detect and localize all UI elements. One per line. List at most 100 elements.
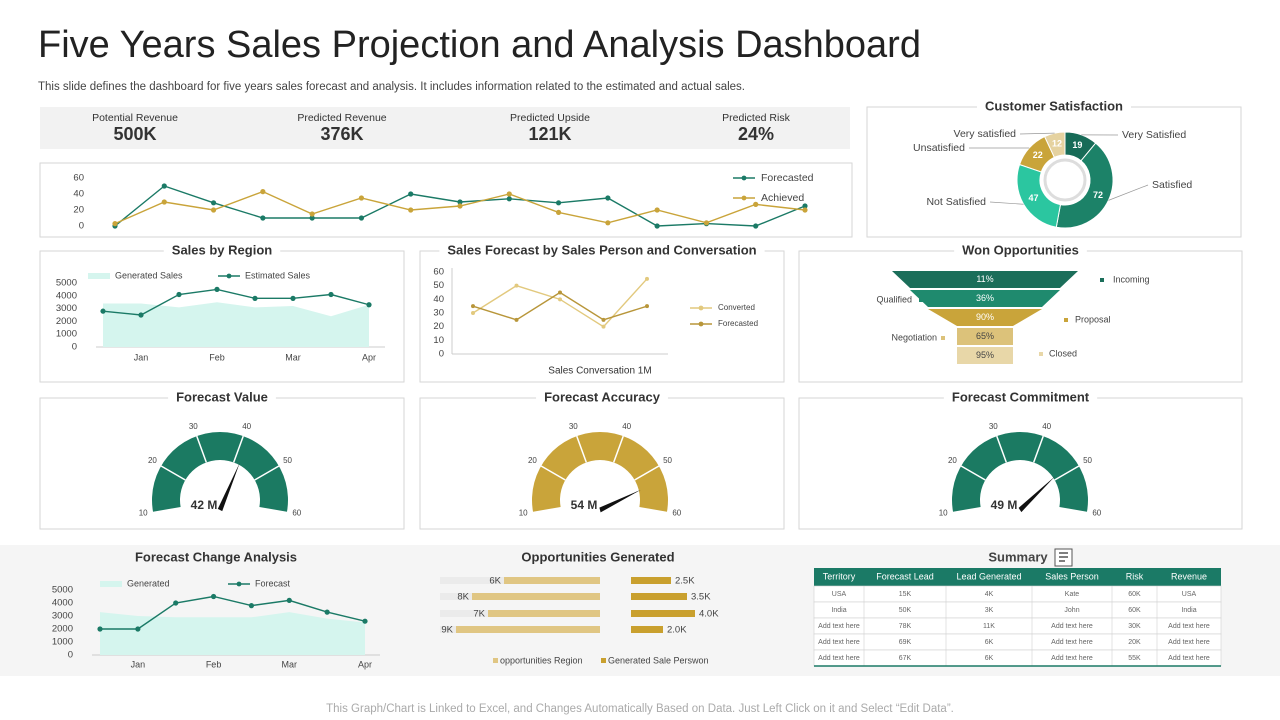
gauge-value: 42 M: [191, 498, 218, 512]
legend-dot: [698, 305, 704, 311]
legend-dot: [741, 195, 747, 201]
gauge-divider: [254, 465, 280, 481]
line: [100, 595, 366, 630]
slice-value: 19: [1072, 140, 1082, 150]
chart-title: Opportunities Generated: [521, 549, 674, 564]
point: [457, 203, 463, 209]
table-cell: Add text here: [1168, 639, 1210, 646]
donut-ring: [1043, 158, 1087, 202]
point: [645, 276, 649, 281]
legend-label: Forecasted: [718, 319, 758, 328]
point: [514, 283, 519, 288]
y-tick-label: 4000: [52, 598, 73, 609]
legend-dot: [741, 175, 747, 181]
x-tick-label: Mar: [282, 659, 298, 669]
point: [210, 200, 217, 206]
legend-dot: [236, 581, 242, 587]
point: [176, 291, 182, 298]
table-header: [814, 568, 1221, 586]
slice-value: 12: [1052, 139, 1062, 149]
y-tick-label: 0: [79, 221, 84, 232]
table-cell: 69K: [899, 639, 912, 646]
gauge-value: 49 M: [991, 498, 1018, 512]
page-title: Five Years Sales Projection and Analysis…: [38, 24, 921, 66]
donut-hole: [1040, 155, 1090, 205]
legend-label: Estimated Sales: [245, 270, 311, 280]
x-axis-label: Sales Conversation 1M: [548, 366, 651, 377]
funnel-label: Negotiation: [891, 332, 937, 342]
gauge-tick-label: 30: [189, 422, 198, 431]
gauge-needle: [217, 462, 240, 512]
gauge-divider: [634, 465, 660, 481]
gauge-divider: [540, 465, 566, 481]
table-cell: India: [1181, 607, 1196, 614]
y-tick-label: 0: [439, 349, 444, 360]
point: [252, 295, 258, 301]
table-cell: 11K: [983, 623, 995, 630]
footer-note: This Graph/Chart is Linked to Excel, and…: [326, 703, 954, 715]
funnel-value: 65%: [976, 331, 994, 341]
table-cell: Kate: [1065, 591, 1080, 598]
funnel-value: 95%: [976, 350, 994, 360]
point: [605, 220, 611, 226]
chart-title: Forecast Accuracy: [544, 389, 661, 404]
point: [210, 207, 217, 213]
slice-value: 72: [1093, 190, 1103, 200]
legend-label: Generated: [127, 578, 170, 588]
y-tick-label: 10: [433, 335, 444, 346]
legend-label: Achieved: [761, 192, 804, 204]
slice-label: Satisfied: [1152, 179, 1192, 191]
point: [161, 183, 167, 189]
y-tick-label: 2000: [56, 316, 77, 327]
gauge-divider: [1054, 465, 1080, 481]
point: [558, 290, 562, 295]
point: [601, 317, 606, 322]
funnel-segment: [957, 328, 1013, 345]
gauge-tick-label: 20: [148, 456, 157, 465]
table-cell: 78K: [899, 623, 912, 630]
legend-label: Converted: [718, 303, 755, 312]
legend-label: opportunities Region: [500, 655, 583, 665]
table-cell: Add text here: [818, 623, 860, 630]
funnel-label: Qualified: [876, 294, 912, 304]
table-cell: Add text here: [1051, 655, 1093, 662]
y-tick-label: 40: [433, 294, 444, 305]
table-cell: Add text here: [1168, 655, 1210, 662]
chart-title: Sales Forecast by Sales Person and Conve…: [447, 242, 756, 257]
point: [138, 312, 144, 318]
bar: [631, 610, 695, 617]
legend-dot: [226, 273, 232, 279]
table-cell: 6K: [985, 639, 994, 646]
funnel-segment: [910, 290, 1060, 307]
point: [601, 324, 606, 329]
y-tick-label: 50: [433, 280, 444, 291]
legend-marker: [1039, 352, 1043, 356]
kpi-value: 121K: [528, 124, 571, 144]
funnel-value: 90%: [976, 312, 994, 322]
table-cell: 3K: [985, 607, 994, 614]
chart-title: Forecast Value: [176, 389, 268, 404]
legend-marker: [919, 298, 923, 302]
table-row: [813, 633, 1222, 651]
bar-value-label: 7K: [473, 609, 485, 620]
column-header: Forecast Lead: [876, 571, 934, 581]
gauge-tick-label: 60: [672, 509, 681, 518]
gauge-divider: [232, 435, 244, 463]
point: [260, 189, 266, 195]
gauge-tick-label: 50: [283, 456, 292, 465]
gauge-tick-label: 40: [622, 422, 631, 431]
table-cell: 60K: [1128, 607, 1141, 614]
funnel-label: Closed: [1049, 348, 1077, 358]
x-tick-label: Mar: [285, 352, 301, 362]
x-tick-label: Jan: [131, 659, 146, 669]
point: [286, 597, 292, 604]
gauge-tick-label: 10: [139, 509, 148, 518]
point: [210, 593, 217, 600]
legend-marker: [1100, 278, 1104, 282]
gauge-band: [151, 432, 288, 512]
bar: [631, 626, 663, 633]
bar-value-label: 4.0K: [699, 609, 719, 620]
column-header: Territory: [823, 571, 856, 581]
